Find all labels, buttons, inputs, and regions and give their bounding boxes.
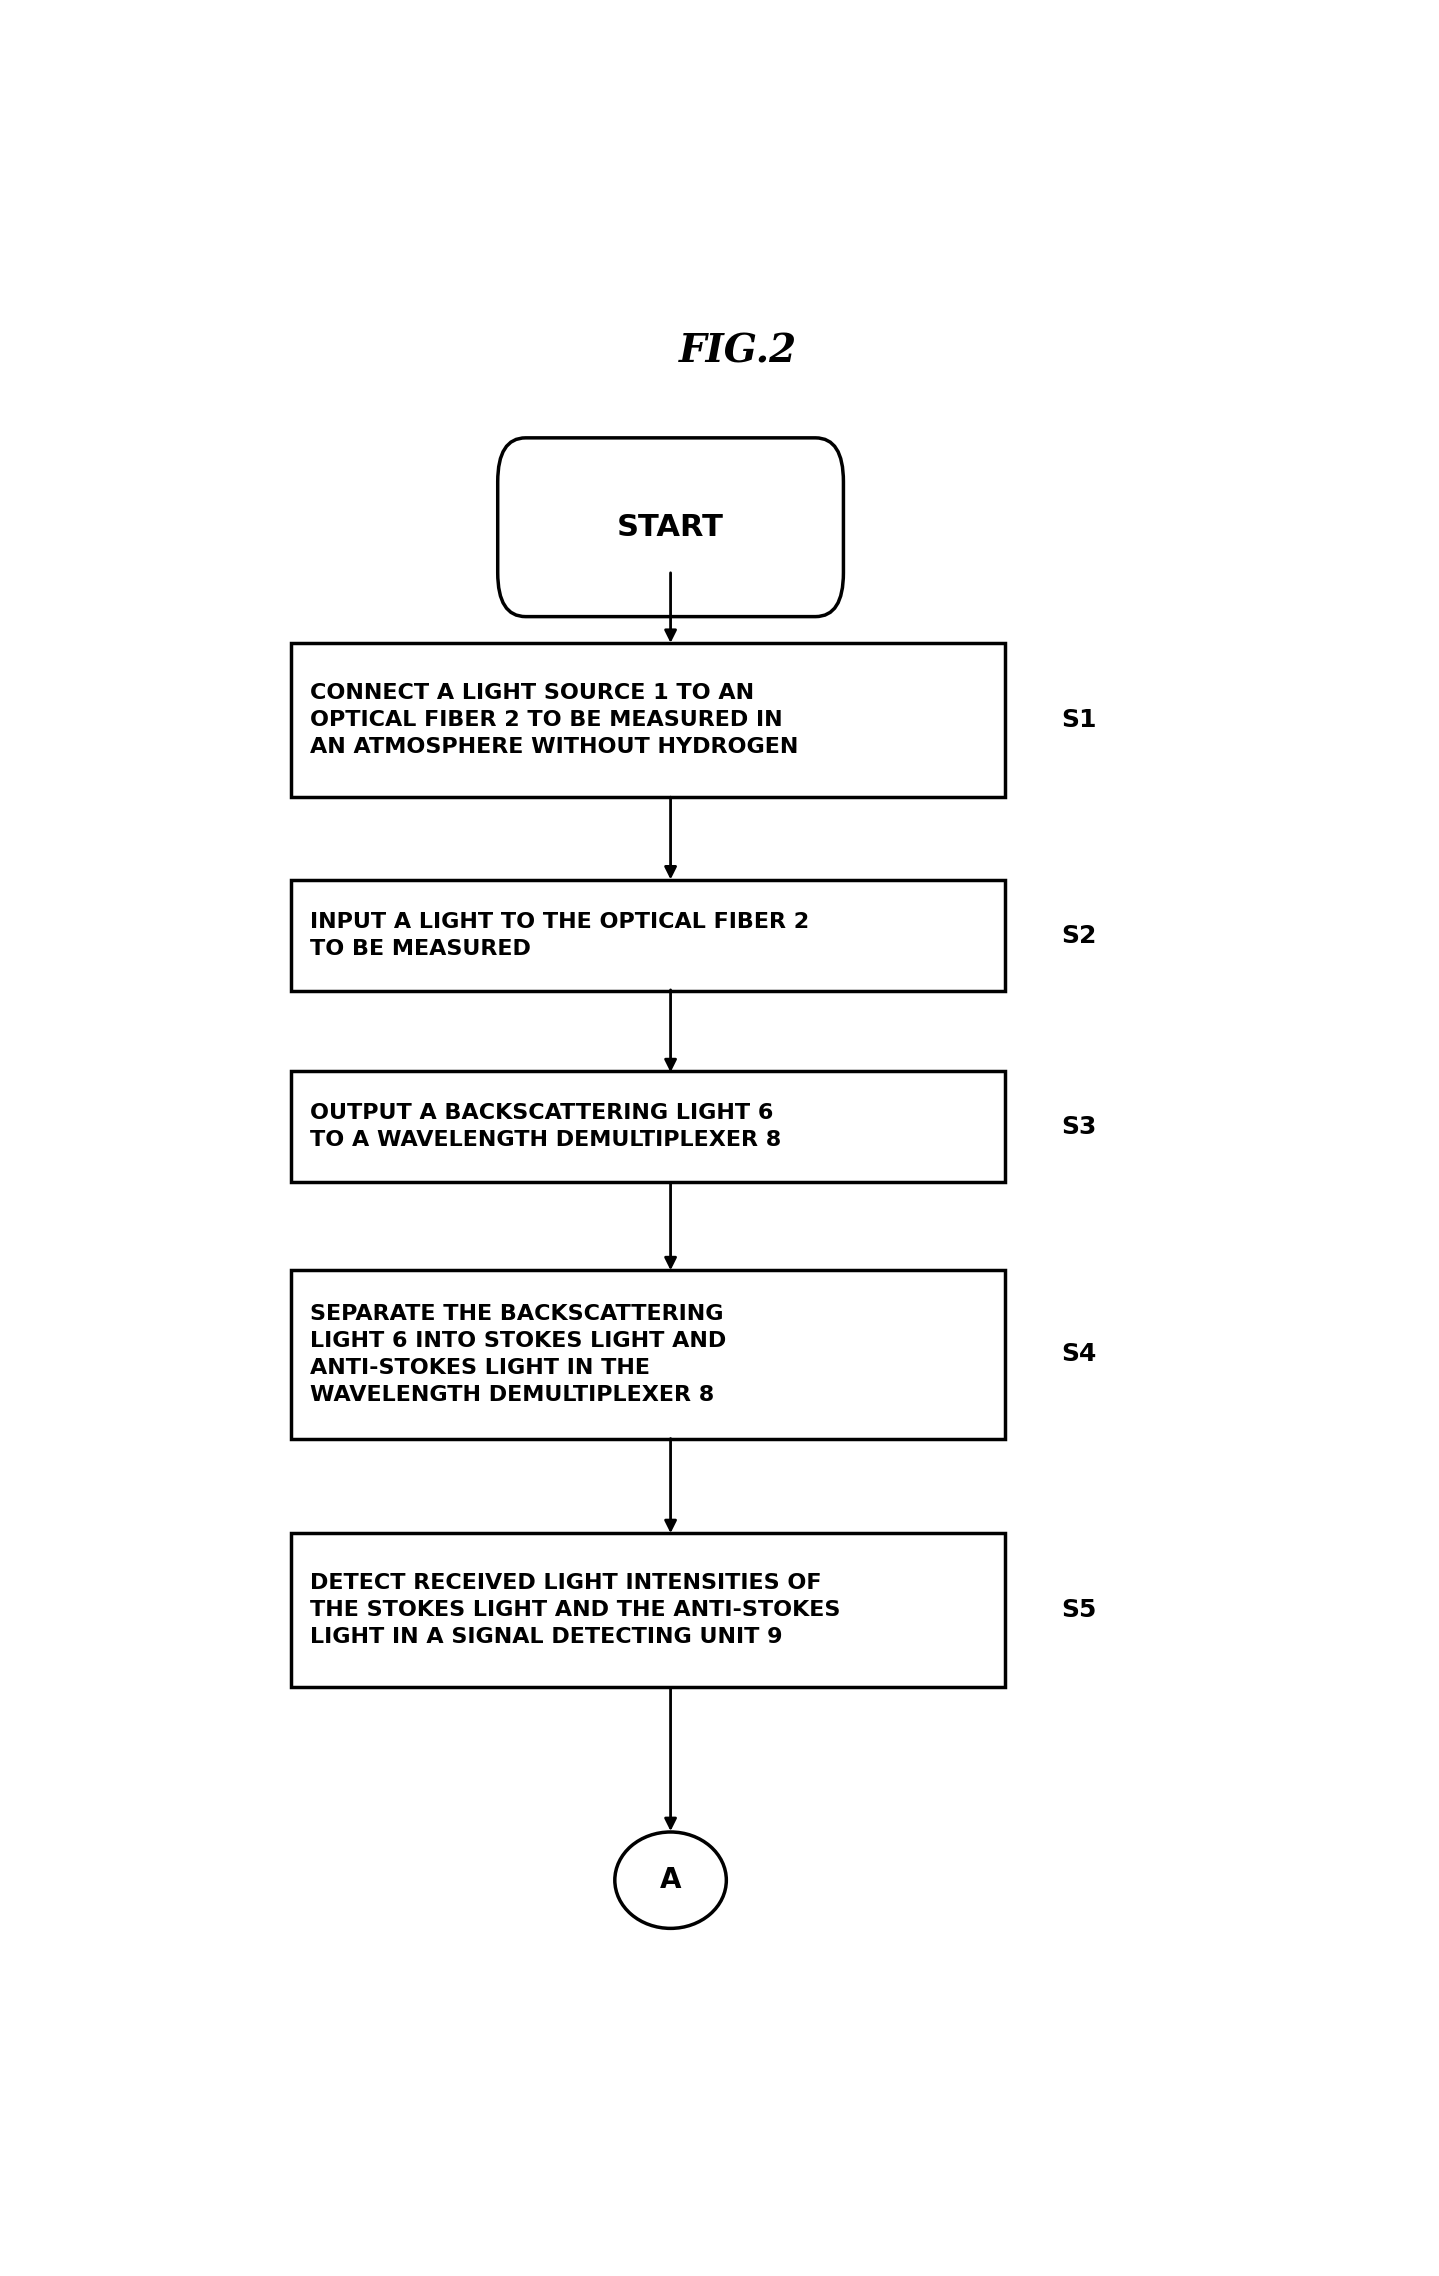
Text: DETECT RECEIVED LIGHT INTENSITIES OF
THE STOKES LIGHT AND THE ANTI-STOKES
LIGHT : DETECT RECEIVED LIGHT INTENSITIES OF THE… xyxy=(311,1573,840,1648)
Text: OUTPUT A BACKSCATTERING LIGHT 6
TO A WAVELENGTH DEMULTIPLEXER 8: OUTPUT A BACKSCATTERING LIGHT 6 TO A WAV… xyxy=(311,1104,781,1149)
Text: INPUT A LIGHT TO THE OPTICAL FIBER 2
TO BE MEASURED: INPUT A LIGHT TO THE OPTICAL FIBER 2 TO … xyxy=(311,913,810,958)
Text: S2: S2 xyxy=(1061,924,1097,947)
Text: FIG.2: FIG.2 xyxy=(678,332,797,371)
Bar xyxy=(291,1270,1006,1438)
Bar xyxy=(291,881,1006,990)
Bar xyxy=(291,1072,1006,1181)
Text: S4: S4 xyxy=(1061,1343,1097,1366)
Text: S3: S3 xyxy=(1061,1115,1097,1138)
Text: CONNECT A LIGHT SOURCE 1 TO AN
OPTICAL FIBER 2 TO BE MEASURED IN
AN ATMOSPHERE W: CONNECT A LIGHT SOURCE 1 TO AN OPTICAL F… xyxy=(311,683,799,758)
Bar xyxy=(291,1534,1006,1687)
Text: A: A xyxy=(661,1866,681,1894)
Bar xyxy=(291,642,1006,797)
Text: START: START xyxy=(617,512,724,542)
Text: S1: S1 xyxy=(1061,708,1097,733)
Text: S5: S5 xyxy=(1061,1598,1097,1623)
FancyBboxPatch shape xyxy=(498,437,843,617)
Ellipse shape xyxy=(614,1832,727,1928)
Text: SEPARATE THE BACKSCATTERING
LIGHT 6 INTO STOKES LIGHT AND
ANTI-STOKES LIGHT IN T: SEPARATE THE BACKSCATTERING LIGHT 6 INTO… xyxy=(311,1304,727,1404)
